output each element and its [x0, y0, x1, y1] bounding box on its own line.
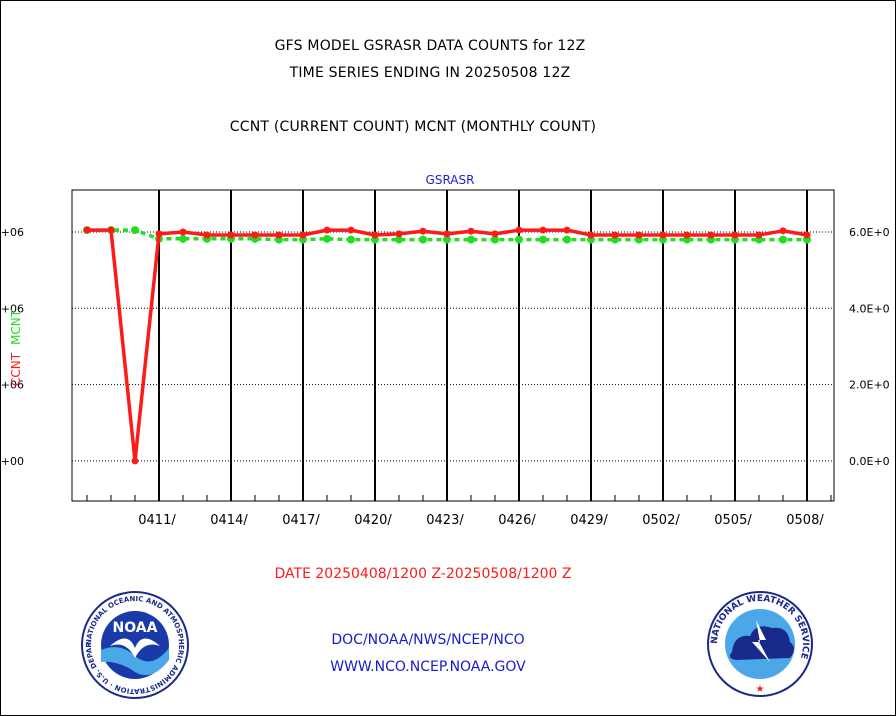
nws-logo: NATIONAL WEATHER SERVICE ★: [707, 591, 813, 697]
nws-star-icon: ★: [756, 684, 765, 695]
x-tick-label: 0420/: [354, 513, 392, 528]
y-tick-label-right: 4.0E+0: [849, 302, 890, 315]
data-point-ccnt: [83, 226, 91, 234]
y-axis-label: CCNT MCNT: [9, 309, 23, 386]
data-point-ccnt: [347, 226, 355, 234]
data-point-mcnt: [131, 226, 139, 235]
data-point-mcnt: [539, 235, 547, 244]
data-point-ccnt: [755, 231, 763, 239]
data-point-mcnt: [347, 235, 355, 244]
data-point-ccnt: [587, 231, 595, 239]
x-tick-label: 0508/: [786, 513, 824, 528]
chart-subtitle: GSRASR: [426, 173, 475, 187]
data-point-mcnt: [491, 235, 499, 244]
y-tick-label-left: 0E+00: [0, 455, 24, 468]
data-point-ccnt: [491, 230, 499, 238]
chart-title-line1: GFS MODEL GSRASR DATA COUNTS for 12Z: [274, 38, 586, 54]
data-point-ccnt: [803, 231, 811, 239]
x-tick-label: 0423/: [426, 513, 464, 528]
data-point-mcnt: [419, 235, 427, 244]
data-point-ccnt: [707, 231, 715, 239]
data-point-ccnt: [515, 226, 523, 234]
y-tick-label-left: 0E+06: [0, 302, 24, 315]
date-range-label: DATE 20250408/1200 Z-20250508/1200 Z: [275, 566, 572, 582]
data-point-mcnt: [467, 235, 475, 244]
data-point-mcnt: [323, 234, 331, 243]
chart-title-line2: TIME SERIES ENDING IN 20250508 12Z: [289, 65, 571, 81]
plot-frame: [71, 189, 835, 502]
y-tick-label-right: 2.0E+0: [849, 379, 890, 392]
data-point-ccnt: [779, 227, 787, 235]
x-tick-label: 0417/: [282, 513, 320, 528]
y-tick-label-right: 0.0E+0: [849, 455, 890, 468]
data-point-ccnt: [107, 226, 115, 234]
data-point-ccnt: [395, 230, 403, 238]
data-point-ccnt: [179, 228, 187, 236]
x-tick-label: 0411/: [138, 513, 176, 528]
data-point-ccnt: [467, 227, 475, 235]
y-axis-label-mcnt: MCNT: [9, 309, 23, 345]
data-point-ccnt: [299, 231, 307, 239]
data-point-ccnt: [155, 230, 163, 238]
footer-org-path: DOC/NOAA/NWS/NCEP/NCO: [331, 632, 525, 648]
data-point-mcnt: [443, 235, 451, 244]
y-tick-label-right: 6.0E+0: [849, 226, 890, 239]
data-point-ccnt: [635, 231, 643, 239]
data-point-mcnt: [563, 235, 571, 244]
data-point-ccnt: [611, 231, 619, 239]
data-point-mcnt: [179, 234, 187, 243]
data-point-ccnt: [203, 231, 211, 239]
data-point-ccnt: [683, 231, 691, 239]
data-point-ccnt: [251, 231, 259, 239]
data-point-mcnt: [515, 235, 523, 244]
data-point-ccnt: [419, 227, 427, 235]
data-point-ccnt: [731, 231, 739, 239]
chart-title-line3: CCNT (CURRENT COUNT) MCNT (MONTHLY COUNT…: [229, 119, 597, 135]
data-point-ccnt: [539, 226, 547, 234]
data-point-ccnt: [659, 231, 667, 239]
noaa-logo-text: NOAA: [113, 620, 158, 636]
data-point-ccnt: [371, 231, 379, 239]
data-point-ccnt: [131, 457, 139, 465]
data-point-mcnt: [395, 235, 403, 244]
data-point-ccnt: [275, 231, 283, 239]
data-point-ccnt: [563, 226, 571, 234]
x-tick-label: 0414/: [210, 513, 248, 528]
x-tick-label: 0502/: [642, 513, 680, 528]
data-point-mcnt: [779, 235, 787, 244]
noaa-logo: NATIONAL OCEANIC AND ATMOSPHERIC ADMINIS…: [80, 590, 189, 699]
data-point-ccnt: [227, 231, 235, 239]
y-tick-label-left: 0E+06: [0, 226, 24, 239]
x-tick-label: 0429/: [570, 513, 608, 528]
footer-website: WWW.NCO.NCEP.NOAA.GOV: [330, 659, 526, 675]
y-axis-label-ccnt: CCNT: [9, 352, 23, 386]
y-tick-label-left: 0E+06: [0, 379, 24, 392]
x-tick-label: 0426/: [498, 513, 536, 528]
x-tick-label: 0505/: [714, 513, 752, 528]
data-point-ccnt: [323, 226, 331, 234]
data-point-ccnt: [443, 230, 451, 238]
